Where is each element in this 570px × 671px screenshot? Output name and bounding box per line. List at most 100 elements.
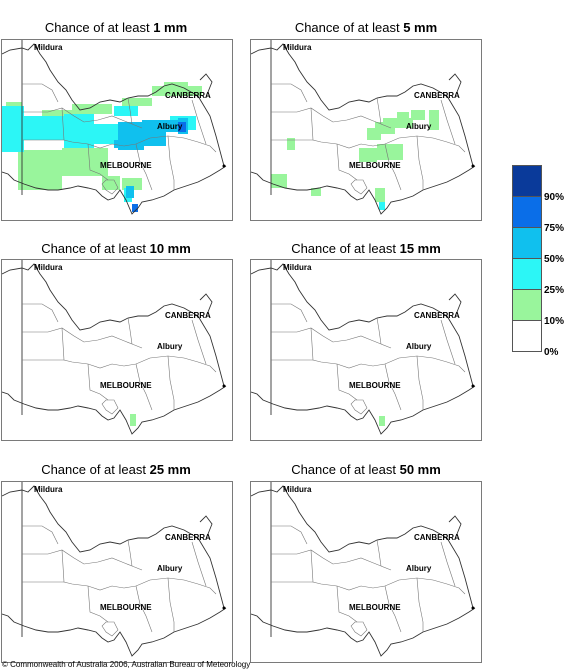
district-boundary: [376, 317, 382, 345]
district-boundary: [310, 327, 400, 369]
district-boundary: [271, 525, 308, 545]
city-label-canberra: CANBERRA: [414, 311, 460, 320]
district-boundary: [167, 355, 175, 410]
district-boundary: [22, 83, 59, 103]
city-label-canberra: CANBERRA: [165, 533, 211, 542]
district-boundary: [448, 73, 462, 93]
legend-swatch-25: [512, 258, 542, 289]
map-50mm-svg: Mildura CANBERRA Albury MELBOURNE: [251, 482, 476, 657]
city-label-albury: Albury: [406, 122, 432, 131]
legend-label-50: 50%: [544, 254, 565, 265]
district-boundary: [271, 107, 392, 129]
rainfall-cell: [18, 150, 62, 190]
city-label-mildura: Mildura: [283, 485, 312, 494]
district-boundary: [251, 43, 474, 167]
city-label-canberra: CANBERRA: [414, 91, 460, 100]
rainfall-cell: [130, 414, 136, 426]
district-boundary: [398, 135, 466, 153]
rainfall-cell: [188, 86, 202, 96]
rainfall-cell: [2, 106, 24, 152]
district-boundary: [22, 303, 59, 323]
city-label-mildura: Mildura: [34, 263, 63, 272]
district-boundary: [149, 135, 217, 153]
district-boundary: [440, 319, 456, 365]
rainfall-cell: [311, 188, 321, 196]
legend-label-0: 0%: [544, 347, 559, 358]
copyright-credit: © Commonwealth of Australia 2006, Austra…: [2, 660, 251, 669]
district-boundary: [350, 179, 368, 195]
rainfall-cell: [64, 114, 94, 148]
city-label-melbourne: MELBOURNE: [100, 161, 152, 170]
district-boundary: [101, 399, 119, 415]
panel-title-50mm: Chance of at least 50 mm: [291, 462, 441, 477]
district-boundary: [384, 143, 402, 191]
legend-swatch-10: [512, 289, 542, 320]
district-boundary: [376, 97, 382, 125]
city-label-albury: Albury: [157, 122, 183, 131]
district-boundary: [22, 107, 143, 129]
district-boundary: [61, 107, 151, 149]
rainfall-cell: [114, 140, 126, 148]
city-label-mildura: Mildura: [34, 43, 63, 52]
district-boundary: [448, 293, 462, 313]
map-50mm: Mildura CANBERRA Albury MELBOURNE: [250, 481, 482, 663]
district-boundary: [251, 263, 474, 387]
district-boundary: [2, 43, 225, 167]
district-boundary: [271, 303, 308, 323]
city-label-melbourne: MELBOURNE: [349, 161, 401, 170]
district-boundary: [101, 621, 119, 637]
city-label-mildura: Mildura: [283, 263, 312, 272]
map-15mm-svg: Mildura CANBERRA Albury MELBOURNE: [251, 260, 476, 435]
district-boundary: [448, 515, 462, 535]
district-boundary: [191, 541, 207, 587]
city-label-melbourne: MELBOURNE: [349, 603, 401, 612]
rainfall-cell: [72, 104, 112, 114]
legend-swatch-90: [512, 165, 542, 196]
district-boundary: [135, 143, 153, 191]
map-5mm: Mildura CANBERRA Albury MELBOURNE: [250, 39, 482, 221]
district-boundary: [87, 143, 109, 181]
rainfall-cell: [164, 82, 188, 96]
map-10mm-svg: Mildura CANBERRA Albury MELBOURNE: [2, 260, 227, 435]
district-boundary: [22, 525, 59, 545]
city-label-mildura: Mildura: [34, 485, 63, 494]
cape-marker: [222, 164, 226, 168]
panel-title-15mm: Chance of at least 15 mm: [291, 241, 441, 256]
rainfall-cell: [375, 188, 385, 202]
district-boundary: [167, 577, 175, 632]
district-boundary: [61, 327, 151, 369]
coastline: [251, 607, 476, 657]
coastline: [2, 385, 227, 435]
district-boundary: [384, 363, 402, 411]
map-10mm: Mildura CANBERRA Albury MELBOURNE: [1, 259, 233, 441]
rainfall-cell: [166, 120, 178, 132]
legend-label-90: 90%: [544, 192, 565, 203]
rainfall-cell: [94, 124, 124, 144]
legend-swatch-0: [512, 320, 542, 352]
cape-marker: [222, 606, 226, 610]
rainfall-cell: [24, 116, 64, 140]
district-boundary: [135, 585, 153, 633]
coastline: [2, 607, 227, 657]
district-boundary: [87, 585, 109, 623]
panel-title-25mm: Chance of at least 25 mm: [41, 462, 191, 477]
district-boundary: [416, 355, 424, 410]
city-label-albury: Albury: [157, 564, 183, 573]
district-boundary: [127, 97, 133, 125]
district-boundary: [336, 143, 358, 181]
rainfall-cell: [377, 144, 403, 160]
city-label-canberra: CANBERRA: [165, 91, 211, 100]
district-boundary: [167, 135, 175, 190]
district-boundary: [199, 73, 213, 93]
district-boundary: [350, 621, 368, 637]
city-label-canberra: CANBERRA: [414, 533, 460, 542]
district-boundary: [376, 539, 382, 567]
district-boundary: [271, 327, 392, 349]
city-label-mildura: Mildura: [283, 43, 312, 52]
legend-label-25: 25%: [544, 285, 565, 296]
district-boundary: [440, 99, 456, 145]
district-boundary: [199, 515, 213, 535]
district-boundary: [251, 485, 474, 609]
district-boundary: [127, 539, 133, 567]
district-boundary: [310, 107, 400, 149]
